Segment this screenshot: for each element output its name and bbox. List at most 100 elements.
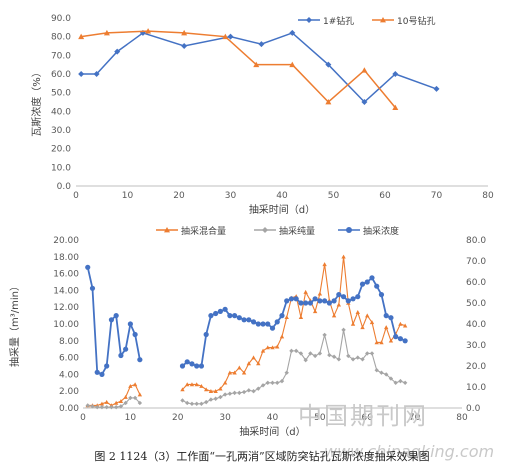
y2-tick-label: 50.0 <box>466 299 486 309</box>
data-point-2 <box>189 401 195 406</box>
data-point-1 <box>99 401 105 406</box>
data-point-2 <box>346 353 351 359</box>
data-point-2 <box>241 389 247 395</box>
data-point-1 <box>317 291 323 296</box>
data-point-1 <box>246 361 252 366</box>
data-point-2 <box>222 392 228 397</box>
data-point-3 <box>279 313 285 319</box>
legend-label: 抽采纯量 <box>279 225 315 237</box>
data-point-1 <box>289 29 296 36</box>
data-point-1 <box>208 389 214 393</box>
data-point-2 <box>132 395 138 401</box>
y-tick-label: 80.0 <box>51 33 71 43</box>
data-point-3 <box>397 336 404 342</box>
y2-tick-label: 70.0 <box>466 257 486 267</box>
data-point-2 <box>365 351 370 356</box>
data-point-2 <box>279 378 285 384</box>
data-point-2 <box>253 61 260 68</box>
data-point-2 <box>398 378 403 384</box>
y-tick-label: 70.0 <box>51 51 71 61</box>
data-point-2 <box>317 351 323 356</box>
data-point-3 <box>355 294 361 300</box>
data-point-2 <box>325 99 332 105</box>
y2-tick-label: 0.0 <box>466 404 481 414</box>
data-point-2 <box>180 398 185 403</box>
data-point-2 <box>203 399 209 405</box>
data-point-2 <box>246 388 252 393</box>
data-point-2 <box>185 400 190 406</box>
y-tick-label: 90.0 <box>51 14 71 24</box>
y-tick-label: 4.00 <box>59 370 79 380</box>
data-point-1 <box>312 309 318 314</box>
data-point-3 <box>331 298 337 304</box>
x-tick-label: 20 <box>172 413 184 423</box>
figure-caption: 图 2 1124（3）工作面“一孔两消”区域防突钻孔瓦斯浓度抽采效果图 <box>94 450 430 463</box>
data-point-3 <box>127 321 133 327</box>
legend-marker-2 <box>262 227 268 233</box>
series-line-2 <box>81 30 396 109</box>
data-point-1 <box>227 33 234 40</box>
legend-marker-1 <box>164 227 170 233</box>
data-point-1 <box>128 383 133 388</box>
data-point-1 <box>303 289 308 294</box>
data-point-3 <box>236 315 242 321</box>
data-point-1 <box>369 320 375 325</box>
data-point-1 <box>325 61 332 68</box>
x-tick-label: 70 <box>431 191 443 201</box>
legend-label: 1#钻孔 <box>323 15 354 27</box>
data-point-3 <box>123 346 129 352</box>
data-point-3 <box>364 279 370 285</box>
data-point-1 <box>355 310 360 314</box>
data-point-2 <box>379 370 384 375</box>
data-point-3 <box>378 292 385 298</box>
data-point-2 <box>350 357 356 362</box>
data-point-2 <box>123 400 128 406</box>
data-point-2 <box>256 386 261 391</box>
data-point-2 <box>275 380 280 385</box>
x-axis-title: 抽采时间（d） <box>239 425 305 438</box>
data-point-3 <box>232 313 238 319</box>
y-tick-label: 50.0 <box>51 89 71 99</box>
x-tick-label: 30 <box>219 413 231 423</box>
data-point-3 <box>217 308 223 314</box>
data-point-1 <box>213 389 218 393</box>
x-tick-label: 20 <box>173 191 185 201</box>
data-point-1 <box>251 355 256 360</box>
y-tick-label: 12.00 <box>53 303 79 313</box>
data-point-3 <box>359 281 366 287</box>
data-point-1 <box>258 41 265 48</box>
data-point-1 <box>433 85 440 92</box>
y-tick-label: 20.00 <box>53 236 79 246</box>
series-line-1 <box>81 32 437 104</box>
y2-tick-label: 60.0 <box>466 278 486 288</box>
legend-label: 10号钻孔 <box>397 15 435 27</box>
data-point-1 <box>185 382 190 387</box>
y-tick-label: 40.0 <box>51 107 71 117</box>
y-tick-label: 16.00 <box>53 270 79 280</box>
data-point-3 <box>326 300 332 306</box>
data-point-1 <box>260 348 266 353</box>
data-point-1 <box>279 334 285 339</box>
data-point-2 <box>90 404 95 409</box>
data-point-2 <box>232 390 237 396</box>
data-point-3 <box>336 292 342 298</box>
data-point-3 <box>198 363 205 369</box>
data-point-3 <box>298 300 304 306</box>
data-point-1 <box>227 370 233 375</box>
data-point-2 <box>109 404 114 410</box>
data-point-1 <box>113 400 119 405</box>
y2-tick-label: 30.0 <box>466 341 486 351</box>
x-tick-label: 50 <box>314 413 326 423</box>
y-axis-title: 瓦斯浓度（%） <box>30 67 43 137</box>
data-point-2 <box>85 403 90 408</box>
data-point-1 <box>374 340 379 345</box>
data-point-2 <box>260 383 266 388</box>
data-point-2 <box>99 404 105 410</box>
legend-label: 抽采浓度 <box>363 225 399 237</box>
data-point-2 <box>336 357 342 362</box>
data-point-2 <box>208 397 214 402</box>
data-point-2 <box>95 404 100 410</box>
data-point-3 <box>307 300 313 306</box>
data-point-1 <box>222 380 228 385</box>
data-point-1 <box>392 71 399 77</box>
